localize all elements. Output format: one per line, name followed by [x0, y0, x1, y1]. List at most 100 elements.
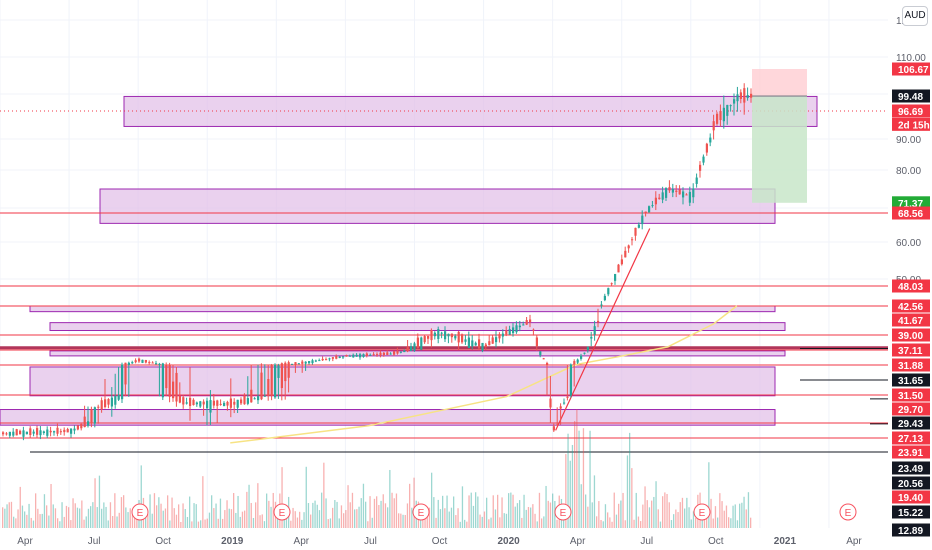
- volume-bar: [631, 468, 633, 528]
- candle-body: [185, 402, 188, 404]
- volume-bar: [252, 517, 255, 528]
- candle-body: [559, 406, 562, 409]
- candle-body: [277, 365, 280, 378]
- volume-bar: [426, 509, 428, 528]
- volume-bar: [497, 494, 499, 528]
- volume-bar: [239, 516, 241, 528]
- volume-bar: [294, 511, 296, 528]
- candle-body: [627, 245, 630, 249]
- volume-bar: [668, 502, 670, 528]
- volume-bar: [626, 455, 629, 528]
- price-tag: [892, 358, 930, 372]
- volume-bar: [2, 507, 4, 528]
- volume-bar: [208, 512, 211, 528]
- volume-bar: [24, 511, 26, 528]
- candle-body: [12, 431, 15, 436]
- volume-bar: [96, 507, 98, 528]
- volume-bar: [123, 495, 125, 528]
- candle-body: [260, 372, 263, 400]
- candle-body: [566, 396, 569, 398]
- candle-body: [93, 407, 96, 424]
- candle-body: [614, 274, 617, 281]
- candle-body: [250, 389, 253, 403]
- volume-bar: [598, 501, 600, 528]
- volume-bar: [191, 521, 193, 528]
- candle-body: [641, 215, 644, 225]
- volume-bar: [259, 515, 261, 528]
- candle-body: [19, 430, 22, 435]
- candle-body: [199, 401, 202, 407]
- volume-bar: [448, 511, 450, 528]
- volume-bar: [708, 462, 710, 528]
- candle-body: [365, 353, 368, 356]
- moving-average-line: [230, 305, 738, 444]
- candle-body: [66, 429, 69, 433]
- candle-body: [369, 354, 372, 356]
- candle-body: [192, 399, 195, 406]
- candle-body: [297, 363, 300, 365]
- volume-bar: [373, 498, 376, 528]
- price-tag-label: 31.65: [898, 376, 923, 387]
- candle-body: [461, 334, 464, 343]
- candle-body: [396, 351, 399, 354]
- volume-bar: [303, 512, 305, 528]
- currency-badge[interactable]: AUD: [902, 6, 928, 26]
- candle-body: [403, 350, 406, 353]
- candle-body: [695, 177, 698, 184]
- volume-bar: [609, 517, 611, 528]
- candle-body: [165, 364, 168, 389]
- volume-bar: [182, 503, 184, 528]
- candle-body: [590, 336, 593, 339]
- price-tag: [892, 196, 930, 210]
- candle-body: [240, 399, 243, 404]
- candle-body: [685, 194, 688, 196]
- volume-bar: [46, 505, 48, 528]
- x-tick-label: Apr: [17, 536, 33, 547]
- volume-bar: [244, 510, 246, 528]
- candle-body: [542, 358, 545, 360]
- candle-body: [56, 427, 59, 434]
- candle-body: [478, 339, 481, 349]
- volume-bar: [516, 503, 519, 528]
- volume-bar: [57, 518, 59, 528]
- volume-bar: [367, 521, 369, 528]
- volume-bar: [116, 516, 118, 528]
- price-tag: [892, 416, 930, 430]
- volume-bar: [459, 521, 461, 528]
- earnings-label: E: [418, 508, 425, 519]
- volume-bar: [101, 508, 103, 528]
- candle-body: [253, 398, 256, 400]
- candle-body: [382, 352, 385, 356]
- volume-bar: [70, 520, 72, 528]
- volume-bar: [8, 502, 10, 528]
- volume-bar: [246, 491, 248, 528]
- volume-bar: [312, 502, 314, 528]
- volume-bar: [325, 498, 327, 528]
- price-tag-label: 23.91: [898, 448, 923, 459]
- candle-body: [372, 354, 375, 356]
- candle-body: [709, 137, 712, 143]
- volume-bar: [224, 510, 226, 528]
- volume-bar: [206, 518, 208, 528]
- volume-bar: [65, 505, 68, 528]
- price-tag-label: 42.56: [898, 302, 923, 313]
- zone-41: [49, 322, 786, 332]
- candle-body: [83, 416, 86, 428]
- candle-body: [518, 325, 521, 328]
- candle-body: [243, 395, 246, 405]
- volume-bar: [79, 508, 81, 528]
- volume-bar: [428, 507, 431, 528]
- volume-bar: [90, 506, 92, 528]
- candle-body: [699, 164, 702, 171]
- volume-bar: [431, 472, 433, 528]
- candle-body: [158, 363, 161, 365]
- volume-bar: [490, 517, 492, 528]
- volume-bar: [43, 494, 46, 528]
- volume-bar: [147, 513, 149, 528]
- price-tag-label: 71.37: [898, 199, 923, 210]
- candle-body: [226, 401, 229, 406]
- volume-bar: [413, 477, 415, 528]
- volume-bar: [327, 519, 329, 528]
